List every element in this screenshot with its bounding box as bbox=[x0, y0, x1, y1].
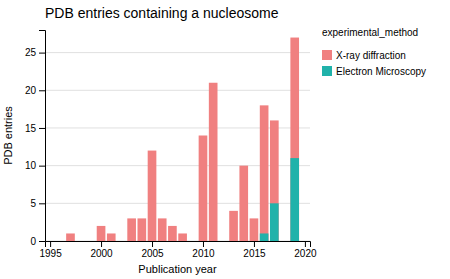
bar bbox=[188, 241, 197, 242]
grid bbox=[45, 53, 310, 241]
tick-mark bbox=[39, 90, 45, 91]
legend: experimental_method X-ray diffraction Elec… bbox=[322, 27, 426, 77]
bar bbox=[239, 166, 248, 241]
legend-label: Electron Microscopy bbox=[336, 66, 426, 77]
bar bbox=[127, 218, 136, 241]
grid-line bbox=[45, 90, 310, 91]
tick: 1995 bbox=[39, 241, 62, 259]
x-axis-title: Publication year bbox=[138, 263, 217, 275]
tick-mark bbox=[203, 241, 204, 247]
bar bbox=[137, 218, 146, 241]
tick-mark bbox=[39, 203, 45, 204]
tick-label: 20 bbox=[25, 85, 37, 96]
tick-label: 15 bbox=[25, 123, 37, 134]
tick-mark bbox=[305, 241, 306, 247]
tick-label: 2010 bbox=[192, 248, 215, 259]
tick-label: 0 bbox=[30, 236, 36, 247]
tick-label: 2015 bbox=[243, 248, 266, 259]
tick-mark bbox=[39, 241, 45, 242]
tick: 15 bbox=[25, 123, 45, 134]
tick: 5 bbox=[30, 198, 45, 209]
bars bbox=[66, 38, 299, 241]
legend-item: Electron Microscopy bbox=[322, 66, 426, 77]
bar bbox=[219, 241, 228, 242]
bar bbox=[158, 218, 167, 241]
bar bbox=[178, 233, 187, 241]
bar bbox=[260, 233, 269, 241]
tick-mark bbox=[39, 128, 45, 129]
legend-label: X-ray diffraction bbox=[336, 50, 406, 61]
tick: 2000 bbox=[90, 241, 113, 259]
bar bbox=[66, 233, 75, 241]
tick-mark bbox=[39, 166, 45, 167]
tick-mark bbox=[50, 241, 51, 247]
bar bbox=[87, 241, 96, 242]
bar bbox=[117, 241, 126, 242]
legend-title: experimental_method bbox=[322, 27, 418, 38]
tick-label: 2020 bbox=[294, 248, 317, 259]
y-axis: 0 5 10 15 20 25 bbox=[25, 31, 46, 247]
legend-item: X-ray diffraction bbox=[322, 50, 406, 61]
tick-mark bbox=[39, 53, 45, 54]
bar bbox=[148, 151, 157, 241]
bar bbox=[229, 211, 238, 241]
tick-label: 1995 bbox=[39, 248, 62, 259]
tick-label: 10 bbox=[25, 160, 37, 171]
chart: 1995 2000 2005 2010 2015 2020 0 5 10 15 20 25 PDB en… bbox=[0, 0, 450, 279]
tick-mark bbox=[254, 241, 255, 247]
tick: 2015 bbox=[243, 241, 266, 259]
series bbox=[66, 38, 299, 241]
legend-swatch bbox=[322, 66, 332, 76]
grid-line bbox=[45, 52, 310, 53]
tick: 2020 bbox=[294, 241, 317, 259]
tick: 10 bbox=[25, 160, 45, 171]
bar bbox=[290, 158, 299, 241]
bar bbox=[280, 241, 289, 242]
tick: 0 bbox=[30, 236, 45, 247]
bar bbox=[199, 136, 208, 242]
bar bbox=[260, 105, 269, 241]
axis-line bbox=[46, 242, 311, 248]
tick: 2010 bbox=[192, 241, 215, 259]
bar bbox=[270, 203, 279, 241]
tick-label: 25 bbox=[25, 47, 37, 58]
tick: 2005 bbox=[141, 241, 164, 259]
tick-label: 2005 bbox=[141, 248, 164, 259]
title: PDB entries containing a nucleosome bbox=[45, 5, 279, 21]
tick-label: 2000 bbox=[90, 248, 113, 259]
bar bbox=[168, 226, 177, 241]
series bbox=[260, 158, 299, 241]
bar bbox=[250, 218, 259, 241]
tick-mark bbox=[152, 241, 153, 247]
tick: 25 bbox=[25, 47, 45, 58]
y-axis-title: PDB entries bbox=[2, 106, 14, 165]
bar bbox=[209, 83, 218, 241]
legend-swatch bbox=[322, 50, 332, 60]
bar bbox=[107, 233, 116, 241]
bar bbox=[270, 120, 279, 241]
x-axis: 1995 2000 2005 2010 2015 2020 bbox=[39, 241, 316, 259]
tick-label: 5 bbox=[30, 198, 36, 209]
bar bbox=[97, 226, 106, 241]
tick: 20 bbox=[25, 85, 45, 96]
tick-mark bbox=[101, 241, 102, 247]
plot: 1995 2000 2005 2010 2015 2020 0 5 10 15 20 25 bbox=[25, 31, 317, 260]
bar bbox=[290, 38, 299, 241]
axis-line bbox=[39, 31, 46, 242]
bar bbox=[76, 241, 85, 242]
